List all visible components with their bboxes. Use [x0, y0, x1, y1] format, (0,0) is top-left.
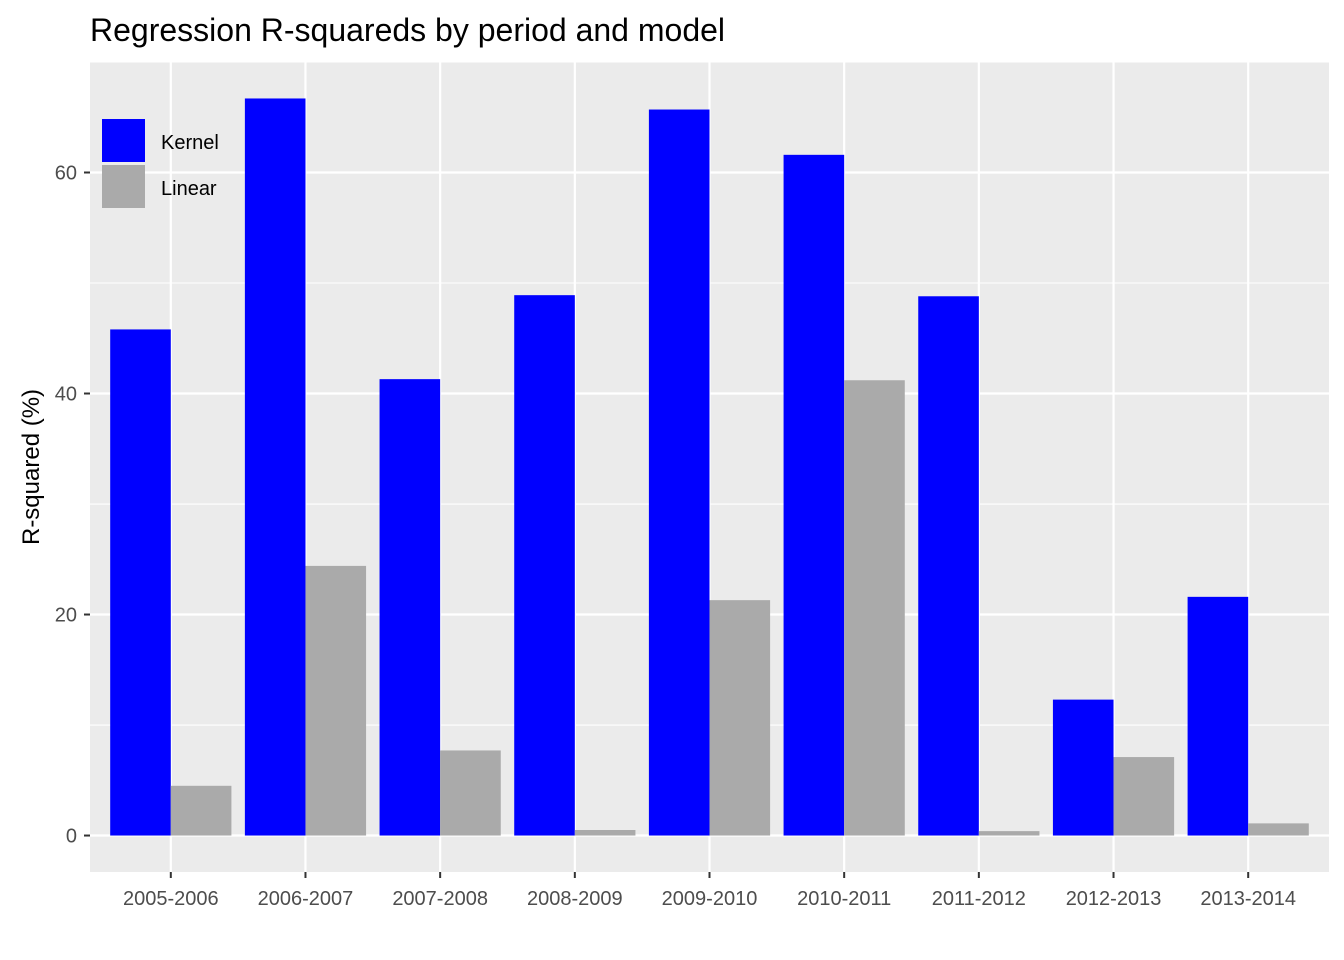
bar-kernel-2006-2007 — [244, 98, 306, 836]
bar-linear-2012-2013 — [1113, 757, 1175, 836]
x-axis: 2005-2006 2006-2007 2007-2008 2008-2009 2009… — [123, 872, 1296, 910]
x-tick-label: 2008-2009 — [527, 888, 623, 910]
bar-linear-2007-2008 — [440, 750, 501, 836]
bars — [110, 98, 1309, 836]
bar-kernel-2013-2014 — [1187, 596, 1249, 836]
bar-linear-2008-2009 — [574, 830, 636, 836]
x-tick-label: 2006-2007 — [258, 888, 354, 910]
bar-kernel-2009-2010 — [648, 109, 710, 836]
legend-key-kernel — [102, 119, 145, 162]
bar-kernel-2005-2006 — [110, 329, 171, 836]
x-tick-label: 2010-2011 — [797, 888, 891, 910]
bar-kernel-2010-2011 — [783, 154, 845, 836]
x-tick-label: 2011-2012 — [932, 888, 1026, 910]
bar-kernel-2011-2012 — [918, 296, 979, 836]
y-axis: 0 20 40 60 — [55, 163, 90, 848]
y-axis-title: R-squared (%) — [18, 389, 45, 545]
bar-linear-2009-2010 — [709, 600, 771, 836]
bar-linear-2013-2014 — [1248, 823, 1309, 836]
bar-linear-2011-2012 — [978, 831, 1040, 836]
y-tick-label: 20 — [55, 605, 77, 627]
y-tick-label: 0 — [66, 826, 77, 848]
y-tick-label: 40 — [55, 384, 77, 406]
bar-linear-2005-2006 — [170, 785, 232, 836]
chart-title: Regression R-squareds by period and mode… — [90, 12, 725, 48]
x-tick-label: 2007-2008 — [392, 888, 488, 910]
bar-linear-2006-2007 — [305, 565, 367, 836]
bar-kernel-2012-2013 — [1052, 699, 1114, 836]
legend-label-linear: Linear — [161, 178, 217, 200]
legend: Kernel Linear — [102, 119, 219, 208]
bar-linear-2010-2011 — [844, 380, 905, 836]
x-tick-label: 2012-2013 — [1066, 888, 1162, 910]
legend-label-kernel: Kernel — [161, 132, 219, 154]
legend-key-linear — [102, 165, 145, 208]
y-tick-label: 60 — [55, 163, 77, 185]
x-tick-label: 2005-2006 — [123, 888, 219, 910]
bar-kernel-2008-2009 — [514, 295, 575, 836]
x-tick-label: 2013-2014 — [1200, 888, 1296, 910]
bar-kernel-2007-2008 — [379, 379, 441, 836]
x-tick-label: 2009-2010 — [662, 888, 758, 910]
